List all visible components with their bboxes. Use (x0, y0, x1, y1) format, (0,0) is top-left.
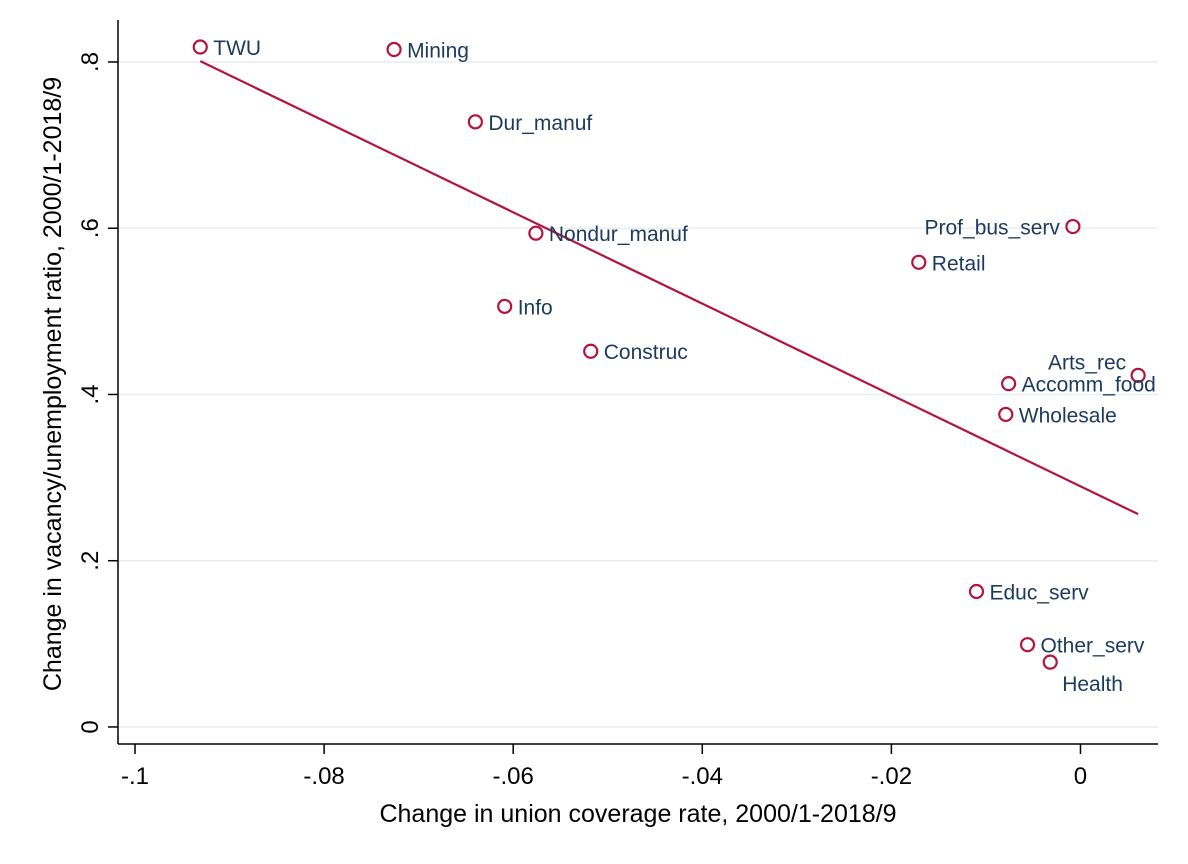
point-label: Wholesale (1019, 404, 1117, 427)
point-marker (1019, 637, 1036, 653)
point-label: TWU (213, 37, 261, 60)
x-tick-label: -.06 (493, 763, 534, 790)
y-axis-ticks: 0 .2 .4 .6 .8 (77, 52, 118, 734)
point-label: Accomm_food (1022, 374, 1156, 397)
point-label: Nondur_manuf (549, 223, 688, 246)
x-tick-label: -.04 (682, 763, 723, 790)
x-tick-label: -.02 (871, 763, 912, 790)
x-tick-label: 0 (1074, 763, 1087, 790)
point-label: Prof_bus_serv (925, 217, 1061, 240)
y-axis-title: Change in vacancy/unemployment ratio, 20… (39, 77, 67, 691)
point-label: Arts_rec (1048, 351, 1126, 374)
point-label: Other_serv (1041, 635, 1145, 658)
x-tick-label: -.08 (303, 763, 344, 790)
point-marker (528, 225, 544, 241)
y-tick-label: .8 (77, 52, 104, 72)
point-marker (1065, 218, 1081, 235)
data-points: TWU Mining Dur_manuf Nondur_manuf Info Constr… (192, 37, 1156, 696)
point-marker (1001, 376, 1017, 392)
point-marker (386, 41, 402, 58)
gridlines (118, 61, 1158, 728)
y-tick-label: .4 (77, 384, 104, 404)
point-label: Mining (407, 40, 469, 63)
x-axis-title: Change in union coverage rate, 2000/1-20… (379, 800, 896, 828)
point-label: Health (1062, 673, 1123, 696)
point-label: Retail (932, 252, 986, 275)
point-marker (192, 39, 208, 55)
point-marker (911, 254, 927, 270)
y-tick-label: .6 (77, 218, 104, 238)
point-marker (1130, 367, 1146, 383)
y-tick-label: 0 (77, 720, 104, 733)
point-label: Dur_manuf (488, 112, 592, 135)
point-marker (497, 298, 513, 314)
point-marker (467, 114, 483, 130)
point-marker (968, 583, 985, 600)
y-tick-label: .2 (77, 551, 104, 571)
point-marker (998, 406, 1014, 423)
point-marker (583, 343, 599, 359)
x-axis-ticks: -.1 -.08 -.06 -.04 -.02 0 (121, 744, 1087, 790)
point-label: Info (518, 296, 553, 319)
x-tick-label: -.1 (121, 763, 149, 790)
point-marker (1042, 654, 1058, 670)
fitted-regression-line (199, 60, 1139, 516)
point-label: Educ_serv (989, 581, 1089, 604)
point-label: Construc (604, 341, 688, 364)
